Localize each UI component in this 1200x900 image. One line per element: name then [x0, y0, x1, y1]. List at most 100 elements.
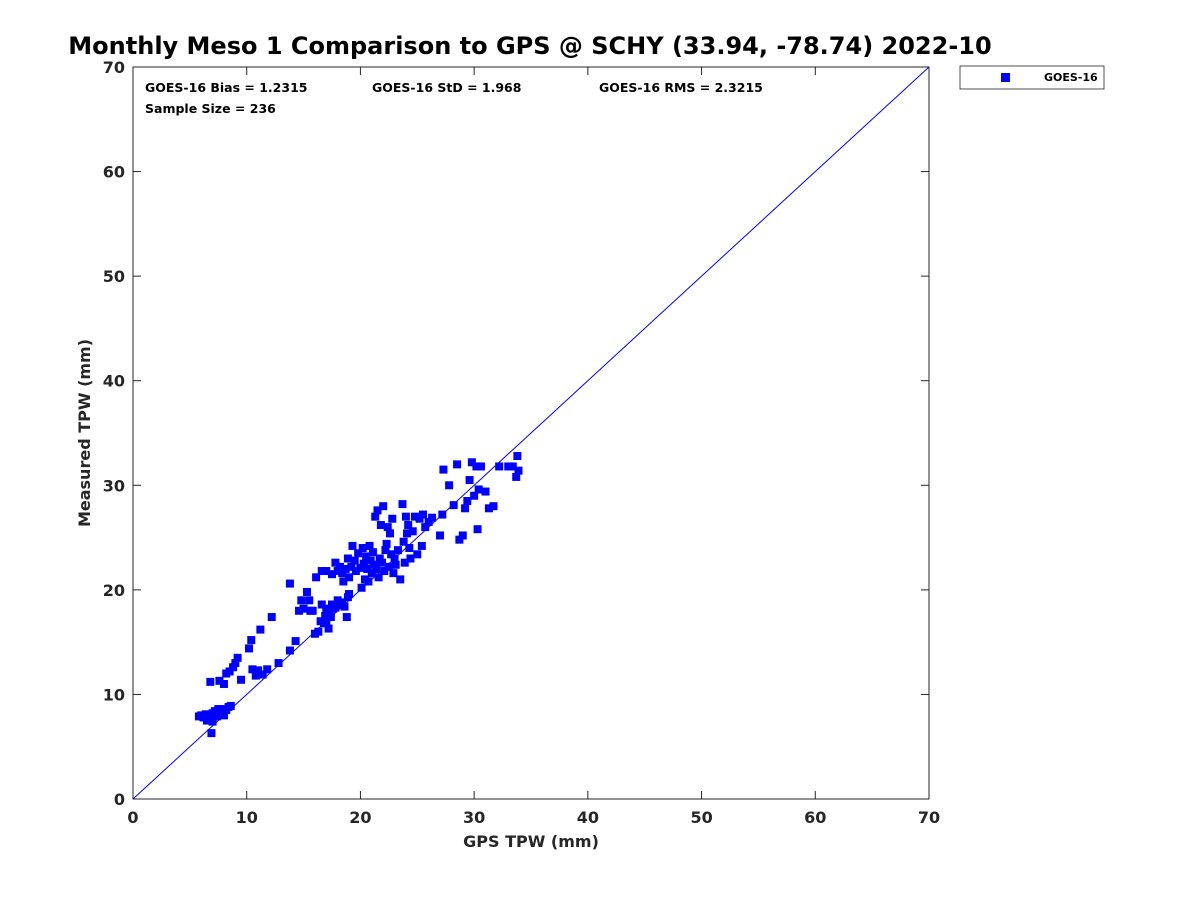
scatter-point	[399, 537, 408, 546]
scatter-point	[317, 600, 326, 609]
scatter-point	[248, 665, 257, 674]
scatter-point	[244, 644, 253, 653]
scatter-point	[335, 562, 344, 571]
scatter-point	[424, 517, 433, 526]
x-axis-label: GPS TPW (mm)	[463, 832, 599, 851]
scatter-point	[376, 521, 385, 530]
scatter-point	[324, 624, 333, 633]
y-tick-label: 10	[103, 685, 125, 704]
scatter-point	[403, 529, 412, 538]
scatter-point	[312, 573, 321, 582]
scatter-point	[254, 666, 263, 675]
scatter-point	[356, 563, 365, 572]
scatter-point	[225, 667, 234, 676]
rms-annotation: GOES-16 RMS = 2.3215	[599, 80, 763, 95]
scatter-point	[322, 617, 331, 626]
scatter-point	[322, 567, 331, 576]
scatter-point	[385, 529, 394, 538]
scatter-point	[372, 564, 381, 573]
scatter-point	[333, 596, 342, 605]
scatter-point	[470, 491, 479, 500]
scatter-point	[413, 550, 422, 559]
y-tick-label: 40	[103, 372, 125, 391]
scatter-point	[341, 564, 350, 573]
scatter-point	[445, 481, 454, 490]
scatter-point	[465, 476, 474, 485]
scatter-point	[208, 717, 217, 726]
scatter-point	[461, 504, 470, 513]
scatter-point	[258, 670, 267, 679]
scatter-point	[474, 485, 483, 494]
scatter-point	[384, 562, 393, 571]
scatter-point	[302, 587, 311, 596]
scatter-point	[449, 501, 458, 510]
scatter-point	[504, 462, 513, 471]
y-tick-label: 70	[103, 58, 125, 77]
scatter-point	[378, 558, 387, 567]
scatter-point	[512, 472, 521, 481]
scatter-point	[417, 541, 426, 550]
scatter-point	[418, 510, 427, 519]
scatter-point	[321, 612, 330, 620]
one-to-one-reference-line	[132, 66, 930, 800]
scatter-point	[263, 665, 272, 674]
scatter-point	[251, 671, 260, 680]
scatter-point	[400, 558, 409, 567]
scatter-point	[365, 541, 374, 550]
scatter-point	[267, 613, 276, 622]
chart-title: Monthly Meso 1 Comparison to GPS @ SCHY …	[68, 32, 991, 60]
scatter-point	[514, 466, 523, 475]
scatter-point	[359, 559, 368, 568]
scatter-point	[347, 562, 356, 571]
scatter-point	[408, 527, 417, 536]
x-tick-label: 40	[577, 808, 599, 827]
scatter-point	[340, 602, 349, 611]
scatter-point	[328, 570, 336, 579]
std-annotation: GOES-16 StD = 1.968	[372, 80, 521, 95]
scatter-point	[513, 452, 522, 461]
scatter-point	[331, 603, 340, 612]
scatter-point	[495, 462, 504, 471]
scatter-point	[219, 679, 228, 688]
scatter-point	[415, 514, 424, 523]
scatter-point	[366, 556, 375, 565]
scatter-point	[438, 510, 447, 519]
y-tick-label: 20	[103, 581, 125, 600]
scatter-point	[405, 544, 414, 553]
plot-area: 0 10 20 30 40 50 60 70 0 10 20 30 40 50 60 70	[103, 58, 940, 827]
scatter-point	[339, 577, 348, 586]
scatter-point	[387, 550, 396, 559]
scatter-point	[381, 546, 390, 555]
scatter-point	[217, 705, 226, 714]
x-tick-label: 10	[236, 808, 258, 827]
scatter-point	[345, 590, 354, 599]
scatter-point	[354, 549, 363, 558]
scatter-point	[383, 523, 392, 532]
scatter-point	[436, 531, 445, 540]
scatter-point	[411, 512, 420, 521]
x-tick-label: 0	[127, 808, 138, 827]
scatter-point	[373, 506, 382, 515]
scatter-point	[348, 541, 357, 550]
scatter-point	[299, 604, 308, 613]
y-tick-label: 50	[103, 267, 125, 286]
scatter-point	[393, 546, 402, 555]
x-tick-label: 50	[690, 808, 712, 827]
scatter-point	[351, 567, 360, 576]
scatter-point	[219, 711, 228, 720]
scatter-point	[368, 548, 377, 557]
scatter-point	[314, 627, 323, 636]
legend-marker	[1001, 73, 1010, 82]
scatter-point	[317, 567, 326, 576]
scatter-point	[508, 462, 517, 471]
scatter-point	[291, 637, 300, 646]
scatter-point	[481, 487, 490, 496]
scatter-point	[453, 460, 462, 469]
plot-frame	[132, 66, 930, 800]
x-tick-label: 30	[463, 808, 485, 827]
scatter-point	[388, 514, 397, 523]
scatter-point	[331, 558, 340, 567]
scatter-point	[215, 676, 224, 685]
scatter-point	[345, 573, 354, 582]
